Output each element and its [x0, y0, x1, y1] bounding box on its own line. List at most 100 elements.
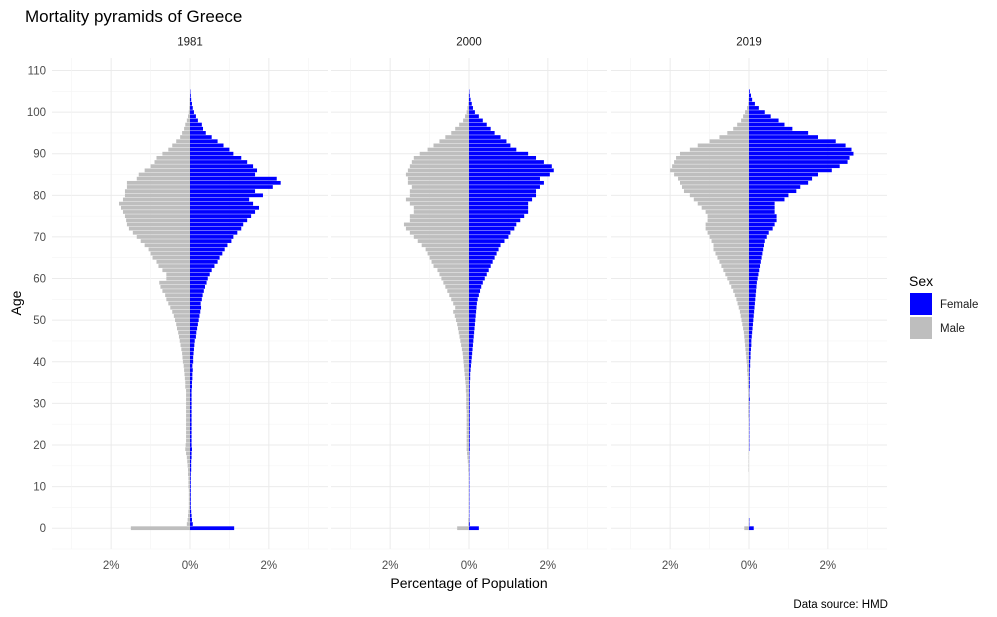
- bar-male-age-37: [747, 372, 749, 377]
- bar-male-age-28: [748, 409, 749, 414]
- bar-male-age-0: [130, 526, 190, 531]
- bar-female-age-7: [190, 497, 191, 501]
- bar-female-age-45: [749, 339, 752, 343]
- bar-male-age-60: [166, 276, 190, 281]
- bar-male-age-62: [723, 268, 749, 273]
- bar-male-age-31: [466, 397, 469, 402]
- bar-male-age-21: [466, 438, 469, 443]
- bar-female-age-21: [469, 438, 470, 443]
- bar-male-age-31: [748, 397, 749, 402]
- bar-male-age-77: [701, 205, 749, 210]
- bar-female-age-99: [749, 114, 771, 119]
- bar-male-age-22: [466, 434, 469, 439]
- bar-male-age-82: [126, 185, 190, 189]
- bar-female-age-67: [749, 247, 764, 252]
- bar-male-age-59: [729, 280, 749, 285]
- bar-male-age-63: [158, 264, 190, 268]
- bar-female-age-70: [469, 235, 509, 239]
- bar-female-age-19: [190, 447, 192, 452]
- bar-female-age-34: [749, 384, 750, 389]
- bar-male-age-99: [188, 114, 190, 119]
- bar-male-age-61: [725, 272, 749, 277]
- bar-female-age-92: [749, 143, 846, 148]
- bar-female-age-92: [190, 143, 224, 148]
- bar-female-age-89: [190, 155, 242, 160]
- bar-male-age-89: [413, 155, 469, 160]
- bar-male-age-63: [433, 264, 469, 268]
- bar-female-age-23: [190, 430, 192, 435]
- bar-male-age-92: [172, 143, 190, 148]
- bar-female-age-68: [190, 243, 228, 248]
- bar-female-age-56: [469, 293, 479, 298]
- bar-male-age-76: [122, 210, 190, 214]
- bar-male-age-97: [737, 122, 749, 127]
- bar-male-age-38: [747, 368, 749, 372]
- panel-label: 2000: [456, 37, 482, 49]
- bar-male-age-50: [175, 318, 190, 323]
- bar-male-age-56: [165, 293, 190, 298]
- bar-female-age-88: [749, 160, 848, 164]
- bar-male-age-26: [466, 418, 469, 422]
- bar-female-age-56: [190, 293, 203, 298]
- bar-female-age-104: [190, 93, 191, 98]
- bar-female-age-34: [190, 384, 192, 389]
- bar-female-age-66: [749, 251, 763, 256]
- bar-female-age-100: [190, 110, 194, 114]
- bar-male-age-46: [459, 334, 469, 339]
- bar-male-age-84: [136, 176, 190, 181]
- bar-female-age-100: [749, 110, 765, 114]
- bar-female-age-26: [190, 418, 192, 422]
- bar-female-age-80: [190, 193, 263, 198]
- bar-male-age-23: [466, 430, 469, 435]
- bar-female-age-42: [190, 351, 194, 356]
- panel-2019: 2019 2% 0% 2%: [611, 37, 887, 572]
- bar-male-age-53: [455, 305, 469, 310]
- bar-male-age-20: [466, 443, 469, 447]
- bar-male-age-96: [184, 126, 190, 131]
- bar-female-age-76: [469, 210, 529, 214]
- bar-male-age-85: [138, 172, 190, 177]
- bar-female-age-35: [469, 380, 470, 385]
- bar-female-age-90: [469, 151, 529, 156]
- bar-male-age-67: [713, 247, 749, 252]
- bar-female-age-93: [469, 139, 507, 144]
- bar-female-age-24: [190, 426, 192, 431]
- bar-female-age-27: [190, 413, 192, 418]
- bar-male-age-48: [457, 326, 469, 331]
- bar-male-age-65: [152, 255, 190, 260]
- legend-label-male: Male: [940, 323, 965, 335]
- bar-female-age-70: [749, 235, 767, 239]
- bar-female-age-84: [190, 176, 277, 181]
- y-tick-label: 100: [27, 107, 46, 119]
- bar-female-age-103: [190, 97, 192, 102]
- bar-female-age-0: [749, 526, 754, 531]
- bar-female-age-1: [190, 522, 193, 526]
- bar-female-age-100: [469, 110, 475, 114]
- bar-female-age-59: [469, 280, 483, 285]
- bar-female-age-57: [190, 289, 204, 293]
- bar-female-age-74: [190, 218, 248, 223]
- bar-female-age-45: [190, 339, 195, 343]
- bar-male-age-83: [407, 180, 469, 185]
- bar-female-age-62: [190, 268, 212, 273]
- bar-female-age-79: [190, 197, 250, 202]
- bar-male-age-80: [124, 193, 190, 198]
- bar-male-age-19: [185, 447, 190, 452]
- bar-female-age-38: [749, 368, 750, 372]
- bar-female-age-53: [749, 305, 755, 310]
- x-tick-label: 0%: [461, 560, 478, 572]
- bar-male-age-13: [188, 472, 190, 476]
- bar-female-age-48: [469, 326, 475, 331]
- bar-female-age-6: [190, 501, 191, 506]
- y-axis-title: Age: [8, 290, 24, 315]
- bar-female-age-44: [190, 343, 195, 347]
- bar-male-age-27: [186, 413, 190, 418]
- x-axis-title: Percentage of Population: [390, 575, 547, 591]
- bar-female-age-53: [469, 305, 477, 310]
- bar-female-age-57: [749, 289, 757, 293]
- bar-male-age-89: [676, 155, 749, 160]
- bar-female-age-73: [469, 222, 517, 227]
- bar-female-age-77: [190, 205, 259, 210]
- bar-male-age-95: [182, 131, 190, 135]
- bar-female-age-26: [469, 418, 470, 422]
